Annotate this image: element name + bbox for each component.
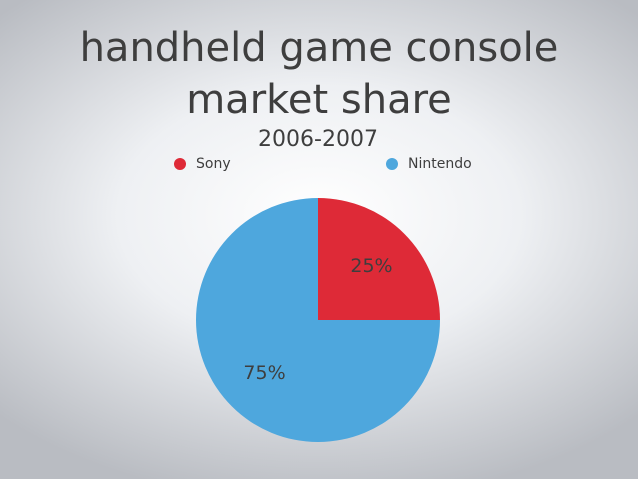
pie-slice (196, 198, 440, 442)
chart-subtitle: 2006-2007 (258, 127, 378, 152)
pie-slice (318, 198, 440, 320)
chart-title: handheld game console market share (79, 25, 559, 123)
data-label: 25% (350, 255, 392, 277)
legend-swatch (386, 158, 398, 170)
data-label: 75% (243, 362, 285, 384)
legend-label: Sony (196, 156, 231, 172)
legend-swatch (174, 158, 186, 170)
legend-label: Nintendo (408, 156, 472, 172)
